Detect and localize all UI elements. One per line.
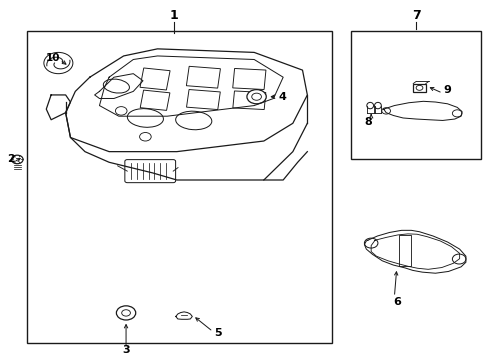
Circle shape [11, 155, 23, 164]
Text: 3: 3 [122, 345, 130, 355]
Bar [412, 84, 425, 92]
Text: 6: 6 [392, 297, 400, 307]
Text: 8: 8 [364, 117, 372, 126]
Text: 7: 7 [411, 9, 420, 22]
Text: 4: 4 [278, 92, 285, 102]
Text: 2: 2 [8, 154, 15, 164]
Bar [27, 31, 331, 343]
FancyBboxPatch shape [124, 159, 175, 183]
Text: 9: 9 [443, 85, 450, 95]
Bar [350, 31, 480, 159]
Text: 1: 1 [170, 9, 179, 22]
Circle shape [246, 90, 265, 104]
Text: 10: 10 [46, 53, 61, 63]
Text: 5: 5 [214, 328, 221, 338]
Circle shape [116, 306, 136, 320]
